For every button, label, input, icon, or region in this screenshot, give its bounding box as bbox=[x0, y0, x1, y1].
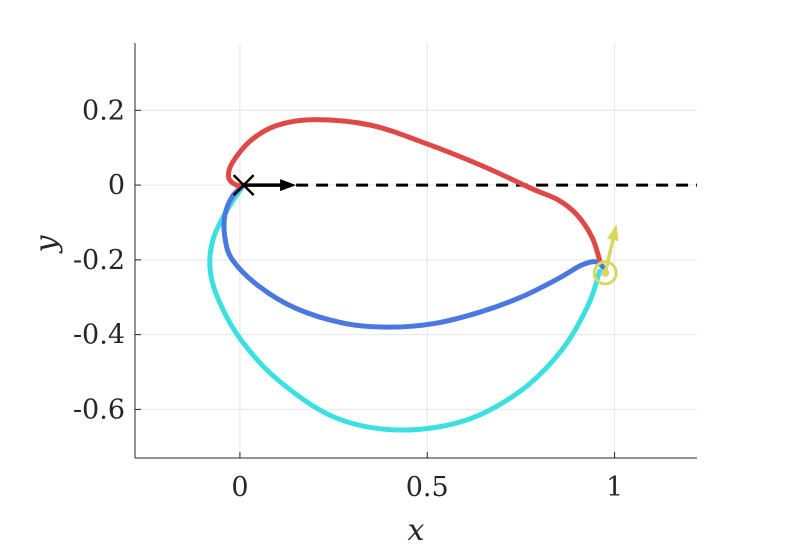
end-marker-dot bbox=[601, 268, 610, 277]
y-tick-label: -0.4 bbox=[73, 320, 125, 351]
y-tick-label: -0.6 bbox=[73, 394, 125, 425]
end-marker-ring bbox=[592, 260, 618, 286]
end-arrow-shaft bbox=[603, 238, 615, 275]
y-axis-label: y bbox=[29, 234, 64, 254]
series-line bbox=[225, 117, 603, 263]
x-axis-label: x bbox=[408, 513, 425, 548]
plot-area bbox=[207, 117, 697, 433]
y-tick-label: 0 bbox=[108, 170, 125, 201]
series-line bbox=[207, 182, 603, 433]
series-line bbox=[221, 182, 606, 330]
start-marker-stroke bbox=[232, 174, 255, 196]
x-tick-label: 1 bbox=[606, 472, 623, 503]
end-arrow-head bbox=[606, 224, 619, 242]
x-tick-label: 0 bbox=[231, 472, 248, 503]
start-arrow-head bbox=[280, 179, 297, 192]
grid bbox=[135, 43, 697, 458]
y-tick-label: -0.2 bbox=[73, 245, 125, 276]
y-tick-label: 0.2 bbox=[82, 95, 125, 126]
x-tick-label: 0.5 bbox=[406, 472, 449, 503]
tick-labels: 0 0.5 1 0.2 0 -0.2 -0.4 -0.6 bbox=[73, 95, 623, 503]
